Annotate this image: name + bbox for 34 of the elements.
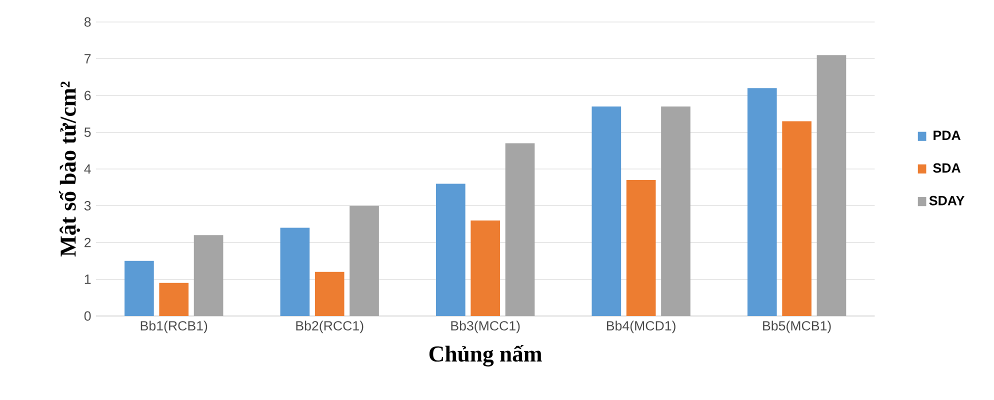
bar	[661, 106, 690, 316]
bar	[747, 88, 777, 316]
y-tick-label: 1	[84, 274, 91, 284]
y-tick-label: 8	[84, 17, 91, 27]
bar	[194, 235, 224, 316]
y-tick-label: 2	[84, 238, 91, 248]
bar	[505, 143, 535, 316]
x-tick-label: Bb3(MCC1)	[451, 320, 520, 334]
y-tick-label: 3	[84, 201, 91, 210]
bar	[280, 228, 310, 316]
bar	[314, 272, 344, 316]
x-tick-label: Bb1(RCB1)	[140, 320, 208, 334]
x-tick-label: Bb2(RCC1)	[296, 320, 364, 334]
legend-label: SDA	[933, 163, 961, 173]
bar	[159, 282, 189, 316]
bar	[350, 206, 379, 316]
x-tick-label: Bb4(MCD1)	[606, 320, 676, 334]
bar	[816, 55, 846, 316]
bar	[124, 260, 154, 316]
y-tick-label: 5	[84, 128, 91, 137]
legend-label: PDA	[934, 130, 961, 140]
bar	[592, 106, 622, 316]
x-axis-title: Chủng nấm	[429, 344, 542, 366]
bar	[626, 180, 656, 316]
y-tick-label: 7	[84, 54, 91, 64]
legend-label: SDAY	[929, 196, 965, 206]
y-tick-label: 6	[84, 90, 91, 100]
bar	[470, 220, 500, 316]
y-tick-label: 4	[84, 164, 91, 174]
bar	[782, 121, 812, 316]
y-axis-title: Mật số bào tử/cm²	[59, 82, 80, 257]
x-tick-label: Bb5(MCB1)	[763, 320, 831, 334]
bar	[436, 184, 466, 316]
y-tick-label: 0	[84, 311, 91, 321]
